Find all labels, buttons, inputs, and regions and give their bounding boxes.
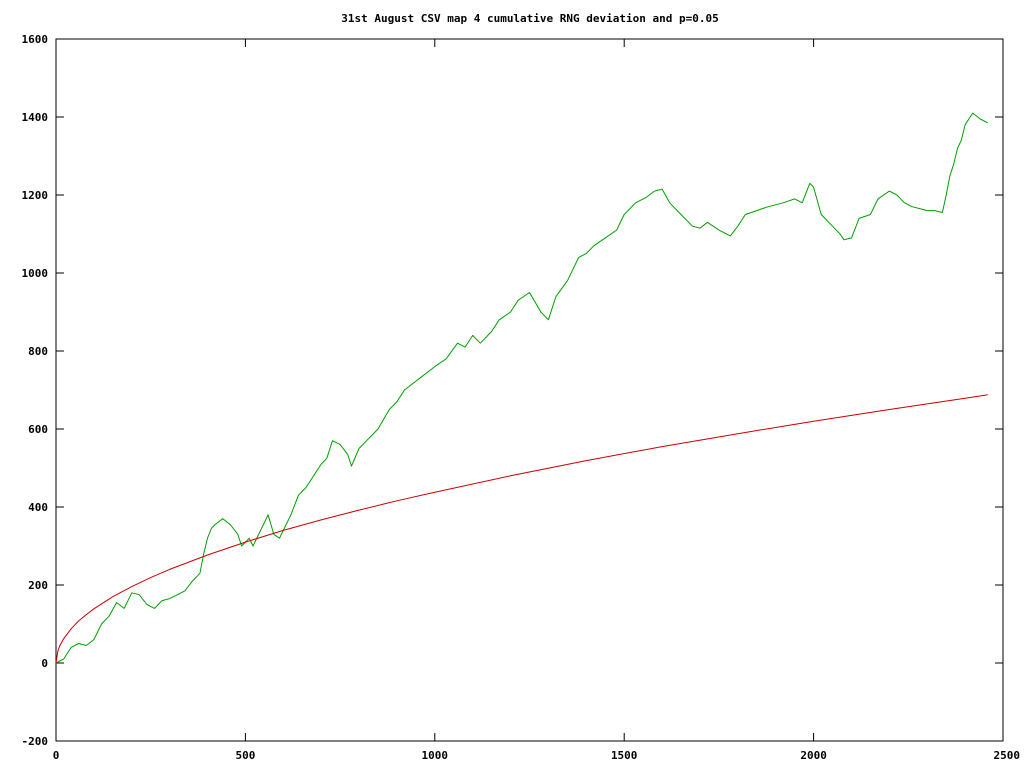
x-tick-label: 2500: [994, 749, 1021, 762]
y-tick-label: 600: [28, 423, 48, 436]
y-tick-label: 0: [41, 657, 48, 670]
y-tick-label: 200: [28, 579, 48, 592]
chart-title: 31st August CSV map 4 cumulative RNG dev…: [341, 12, 719, 25]
series-group: [55, 112, 989, 664]
x-tick-label: 1500: [611, 749, 638, 762]
series-line-threshold: [55, 394, 988, 664]
x-tick-label: 0: [53, 749, 60, 762]
y-tick-label: 1200: [22, 189, 49, 202]
x-tick-label: 500: [235, 749, 255, 762]
y-tick-label: 400: [28, 501, 48, 514]
y-tick-label: 1600: [22, 33, 49, 46]
x-tick-label: 2000: [800, 749, 827, 762]
y-tick-label: 800: [28, 345, 48, 358]
series-line-deviation: [55, 112, 989, 664]
axis-ticks: -200 0 200 400 600 800 1000 1200 1400 1600 0 500 100…: [22, 33, 1021, 762]
y-tick-label: 1400: [22, 111, 49, 124]
y-tick-label: -200: [22, 735, 49, 748]
x-tick-label: 1000: [422, 749, 449, 762]
plot-frame: [55, 38, 1004, 742]
plot-area: [55, 38, 1004, 742]
y-tick-label: 1000: [22, 267, 49, 280]
